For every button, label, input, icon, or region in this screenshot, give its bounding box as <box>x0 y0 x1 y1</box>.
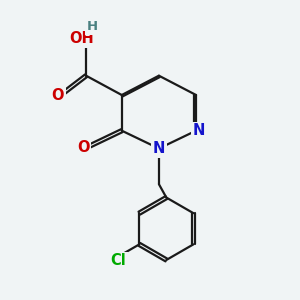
Text: N: N <box>153 141 165 156</box>
Text: H: H <box>86 20 98 33</box>
Text: N: N <box>193 123 205 138</box>
Text: Cl: Cl <box>110 253 126 268</box>
Text: O: O <box>77 140 89 154</box>
Text: OH: OH <box>69 31 94 46</box>
Text: O: O <box>52 88 64 103</box>
